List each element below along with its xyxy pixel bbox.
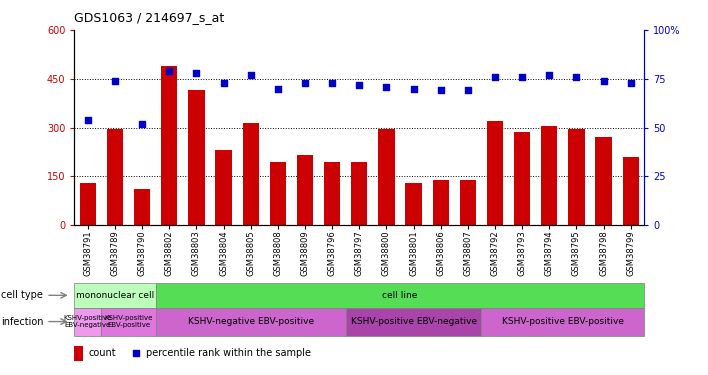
Bar: [346, 308, 481, 336]
Point: [462, 87, 474, 93]
Bar: [215, 150, 232, 225]
Point: [435, 87, 446, 93]
Bar: [541, 126, 557, 225]
Bar: [324, 162, 341, 225]
Point: [82, 117, 93, 123]
Bar: [406, 183, 422, 225]
Text: percentile rank within the sample: percentile rank within the sample: [146, 348, 311, 358]
Point: [218, 80, 229, 86]
Bar: [569, 129, 585, 225]
Point: [381, 84, 392, 90]
Bar: [487, 121, 503, 225]
Text: KSHV-positive
EBV-negative: KSHV-positive EBV-negative: [64, 315, 112, 328]
Text: cell line: cell line: [382, 291, 418, 300]
Point: [130, 350, 142, 355]
Text: KSHV-positive EBV-positive: KSHV-positive EBV-positive: [502, 317, 624, 326]
Text: mononuclear cell: mononuclear cell: [76, 291, 154, 300]
Point: [164, 68, 175, 74]
Bar: [595, 137, 612, 225]
Bar: [297, 155, 313, 225]
Bar: [80, 183, 96, 225]
Bar: [351, 162, 367, 225]
Bar: [270, 162, 286, 225]
Bar: [188, 90, 205, 225]
Point: [245, 72, 256, 78]
Point: [109, 78, 120, 84]
Point: [571, 74, 582, 80]
Bar: [101, 308, 156, 336]
Text: GDS1063 / 214697_s_at: GDS1063 / 214697_s_at: [74, 11, 224, 24]
Point: [326, 80, 338, 86]
Point: [489, 74, 501, 80]
Bar: [107, 129, 123, 225]
Bar: [156, 308, 346, 336]
Text: KSHV-positive
EBV-positive: KSHV-positive EBV-positive: [105, 315, 153, 328]
Bar: [74, 283, 156, 308]
Bar: [74, 308, 101, 336]
Bar: [514, 132, 530, 225]
Text: cell type: cell type: [1, 290, 42, 300]
Bar: [433, 180, 449, 225]
Point: [598, 78, 609, 84]
Text: infection: infection: [1, 316, 43, 327]
Point: [137, 121, 148, 127]
Bar: [156, 283, 644, 308]
Point: [625, 80, 636, 86]
Bar: [622, 157, 639, 225]
Bar: [134, 189, 150, 225]
Text: count: count: [88, 348, 115, 358]
Bar: [161, 66, 178, 225]
Text: KSHV-positive EBV-negative: KSHV-positive EBV-negative: [350, 317, 476, 326]
Point: [272, 86, 283, 92]
Bar: [74, 346, 83, 361]
Bar: [243, 123, 259, 225]
Bar: [481, 308, 644, 336]
Point: [353, 82, 365, 88]
Point: [516, 74, 527, 80]
Point: [299, 80, 311, 86]
Point: [408, 86, 419, 92]
Text: KSHV-negative EBV-positive: KSHV-negative EBV-positive: [188, 317, 314, 326]
Point: [190, 70, 202, 76]
Point: [544, 72, 555, 78]
Bar: [459, 180, 476, 225]
Bar: [378, 129, 394, 225]
